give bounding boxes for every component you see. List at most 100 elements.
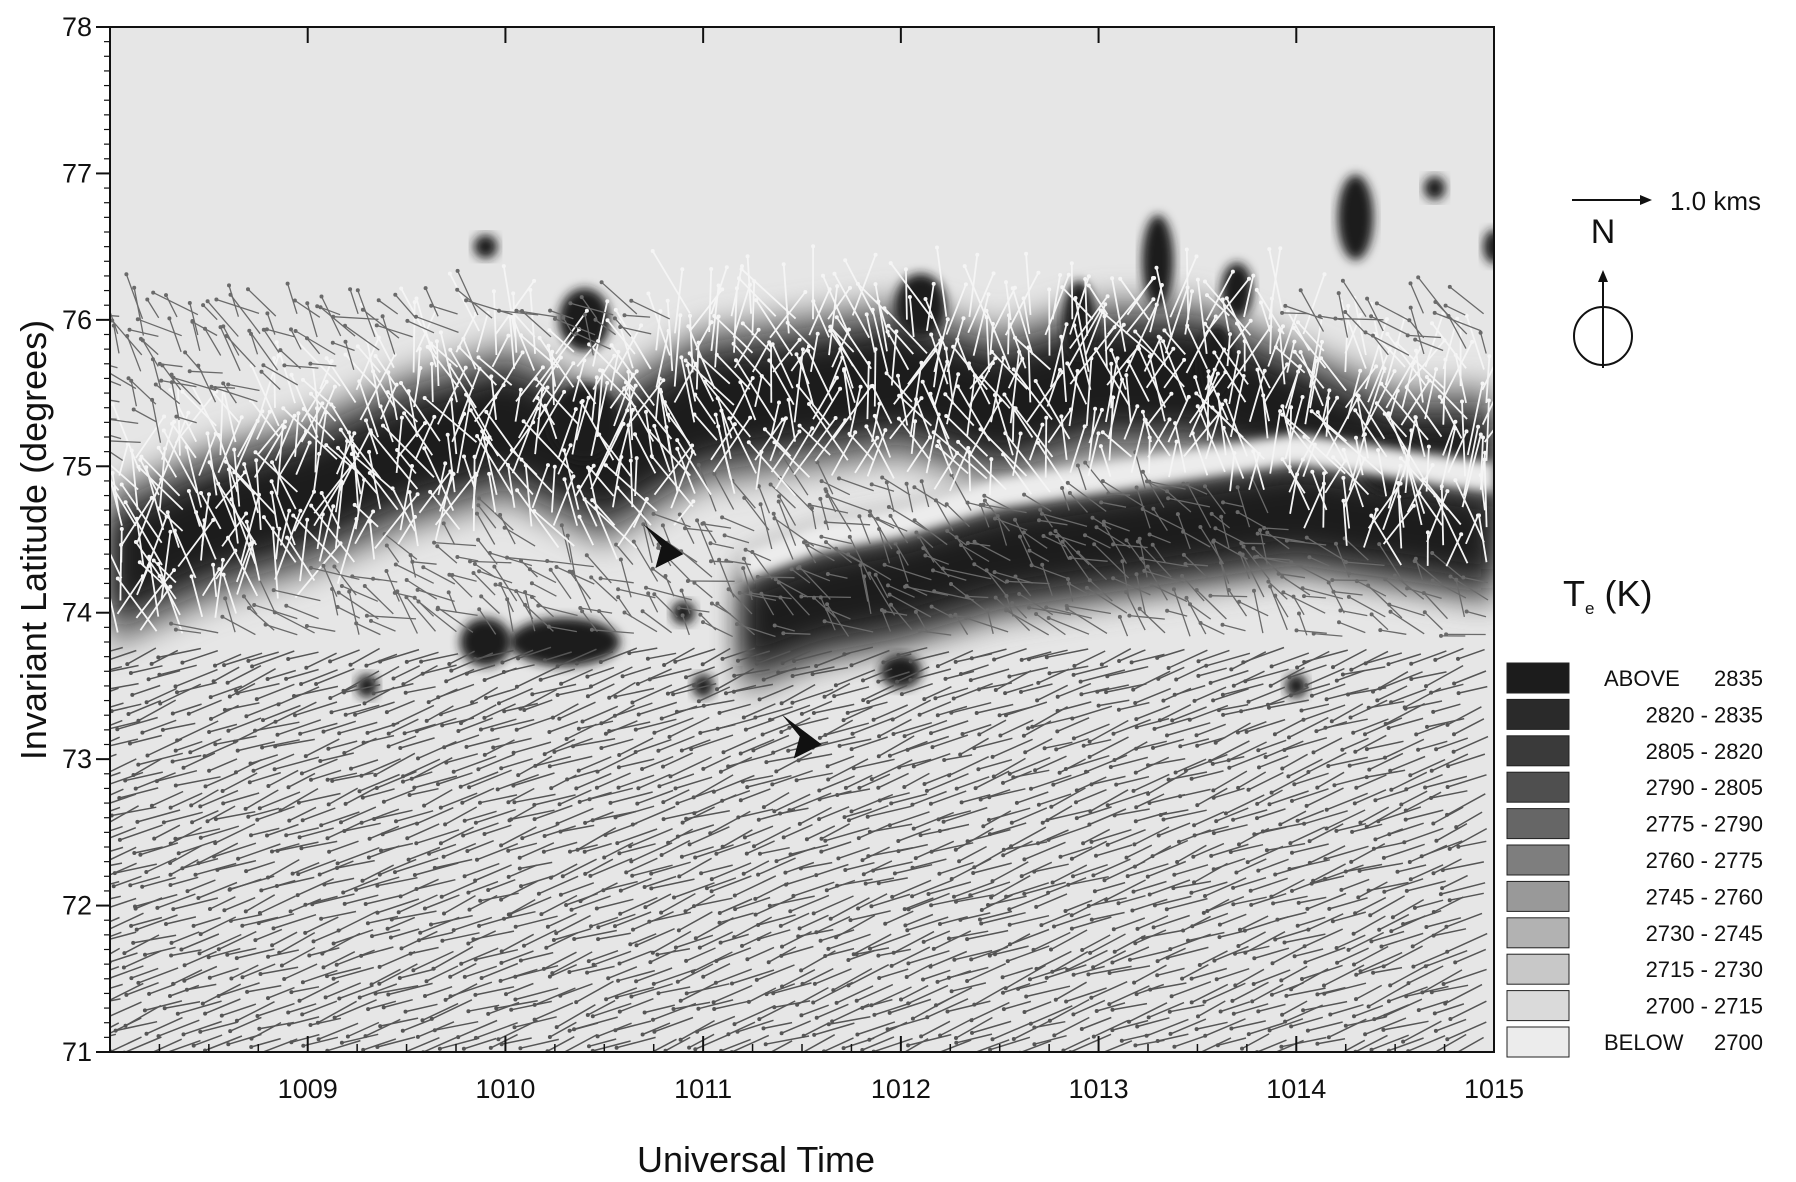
velocity-vector bbox=[336, 949, 375, 966]
velocity-vector-head bbox=[1257, 765, 1261, 770]
velocity-vector bbox=[406, 651, 439, 663]
velocity-vector bbox=[936, 445, 969, 475]
velocity-vector-head bbox=[881, 660, 886, 665]
velocity-vector bbox=[1101, 648, 1132, 666]
velocity-vector bbox=[910, 651, 950, 663]
velocity-vector bbox=[291, 1033, 320, 1044]
velocity-vector-head bbox=[1032, 1025, 1037, 1030]
velocity-vector-head bbox=[1307, 839, 1312, 844]
velocity-vector-head bbox=[1296, 900, 1301, 905]
velocity-vector-head bbox=[388, 935, 393, 940]
velocity-vector-head bbox=[565, 533, 570, 538]
velocity-vector-head bbox=[698, 612, 703, 617]
velocity-vector bbox=[1065, 899, 1093, 912]
velocity-vector bbox=[270, 480, 296, 546]
velocity-vector bbox=[584, 842, 612, 853]
velocity-vector bbox=[549, 720, 579, 733]
velocity-vector-head bbox=[956, 439, 961, 444]
velocity-vector-head bbox=[1021, 733, 1026, 738]
velocity-vector bbox=[1354, 789, 1387, 805]
velocity-vector bbox=[1253, 590, 1264, 634]
velocity-vector-head bbox=[441, 521, 446, 526]
velocity-vector-head bbox=[557, 1053, 561, 1057]
velocity-vector bbox=[110, 664, 139, 673]
velocity-vector bbox=[295, 442, 311, 475]
velocity-vector bbox=[862, 1036, 895, 1051]
velocity-vector bbox=[1303, 483, 1325, 529]
velocity-vector-head bbox=[982, 493, 987, 498]
velocity-vector bbox=[1332, 456, 1370, 496]
velocity-vector-head bbox=[254, 697, 259, 702]
velocity-vector bbox=[1311, 875, 1345, 885]
velocity-vector-head bbox=[753, 715, 758, 720]
velocity-vector-head bbox=[1419, 854, 1424, 859]
velocity-vector bbox=[873, 415, 892, 458]
velocity-vector-head bbox=[659, 390, 663, 394]
velocity-vector bbox=[1118, 649, 1146, 662]
velocity-vector-head bbox=[591, 962, 596, 967]
velocity-vector bbox=[1458, 685, 1488, 694]
velocity-vector bbox=[387, 391, 419, 423]
velocity-vector-head bbox=[1033, 768, 1038, 773]
velocity-vector-head bbox=[913, 609, 918, 614]
velocity-vector-head bbox=[1201, 910, 1206, 915]
velocity-vector-head bbox=[642, 1010, 647, 1015]
velocity-vector bbox=[1105, 879, 1146, 901]
velocity-vector-head bbox=[1208, 593, 1213, 598]
velocity-vector-head bbox=[499, 897, 504, 902]
velocity-vector-head bbox=[123, 500, 128, 505]
velocity-vector-head bbox=[854, 998, 859, 1003]
velocity-vector bbox=[778, 501, 797, 546]
velocity-vector-head bbox=[869, 904, 874, 909]
velocity-vector bbox=[821, 823, 850, 840]
velocity-vector-head bbox=[415, 587, 420, 592]
velocity-vector bbox=[110, 771, 121, 778]
velocity-vector bbox=[227, 947, 257, 956]
velocity-vector bbox=[1271, 652, 1310, 668]
velocity-vector bbox=[170, 792, 203, 809]
velocity-vector-head bbox=[1377, 686, 1382, 691]
velocity-vector-head bbox=[863, 881, 868, 886]
velocity-vector bbox=[596, 772, 631, 789]
velocity-vector-head bbox=[761, 1026, 766, 1031]
velocity-vector bbox=[362, 1038, 397, 1051]
velocity-vector-head bbox=[168, 584, 173, 589]
velocity-vector bbox=[1136, 717, 1170, 728]
velocity-vector bbox=[318, 386, 336, 425]
velocity-vector-head bbox=[149, 661, 154, 666]
velocity-vector-head bbox=[857, 785, 862, 790]
velocity-vector bbox=[849, 536, 872, 581]
velocity-vector-head bbox=[1140, 469, 1145, 474]
velocity-vector-head bbox=[819, 479, 824, 484]
velocity-vector-head bbox=[519, 884, 523, 889]
velocity-vector-head bbox=[701, 703, 706, 708]
velocity-vector bbox=[863, 576, 872, 615]
velocity-vector bbox=[549, 964, 578, 978]
velocity-vector-head bbox=[679, 854, 684, 859]
velocity-vector bbox=[426, 965, 459, 982]
velocity-vector-head bbox=[128, 741, 132, 746]
velocity-vector bbox=[460, 947, 499, 965]
velocity-vector bbox=[1426, 917, 1462, 928]
velocity-vector-head bbox=[1181, 928, 1186, 933]
velocity-vector-head bbox=[1001, 847, 1006, 852]
velocity-vector-head bbox=[826, 946, 831, 951]
velocity-vector-head bbox=[1063, 767, 1068, 771]
velocity-vector bbox=[337, 606, 361, 619]
velocity-vector bbox=[1234, 968, 1265, 987]
velocity-vector bbox=[110, 463, 139, 491]
velocity-vector-head bbox=[435, 607, 440, 612]
velocity-vector bbox=[479, 794, 518, 804]
velocity-vector-head bbox=[1081, 743, 1086, 748]
velocity-vector-head bbox=[1408, 877, 1413, 882]
velocity-vector bbox=[1239, 553, 1251, 580]
velocity-vector-head bbox=[886, 505, 891, 509]
velocity-vector bbox=[531, 464, 549, 509]
velocity-vector bbox=[1069, 1033, 1112, 1052]
velocity-vector bbox=[1291, 843, 1329, 854]
velocity-vector-head bbox=[734, 358, 738, 363]
velocity-vector bbox=[966, 929, 1009, 940]
velocity-vector-head bbox=[1448, 574, 1453, 579]
velocity-vector-head bbox=[678, 998, 683, 1003]
velocity-vector-head bbox=[402, 411, 407, 416]
